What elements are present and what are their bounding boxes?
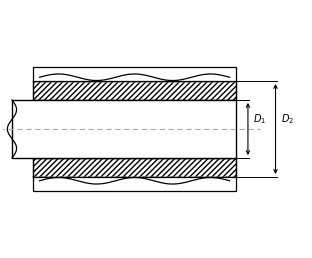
Bar bbox=[33, 177, 236, 191]
Bar bbox=[33, 177, 236, 190]
Text: $D_1$: $D_1$ bbox=[253, 112, 266, 126]
Text: $D_2$: $D_2$ bbox=[281, 112, 294, 126]
Bar bbox=[33, 158, 236, 177]
Bar bbox=[33, 67, 236, 81]
Bar bbox=[33, 68, 236, 81]
Bar bbox=[12, 100, 236, 158]
Bar bbox=[33, 81, 236, 100]
